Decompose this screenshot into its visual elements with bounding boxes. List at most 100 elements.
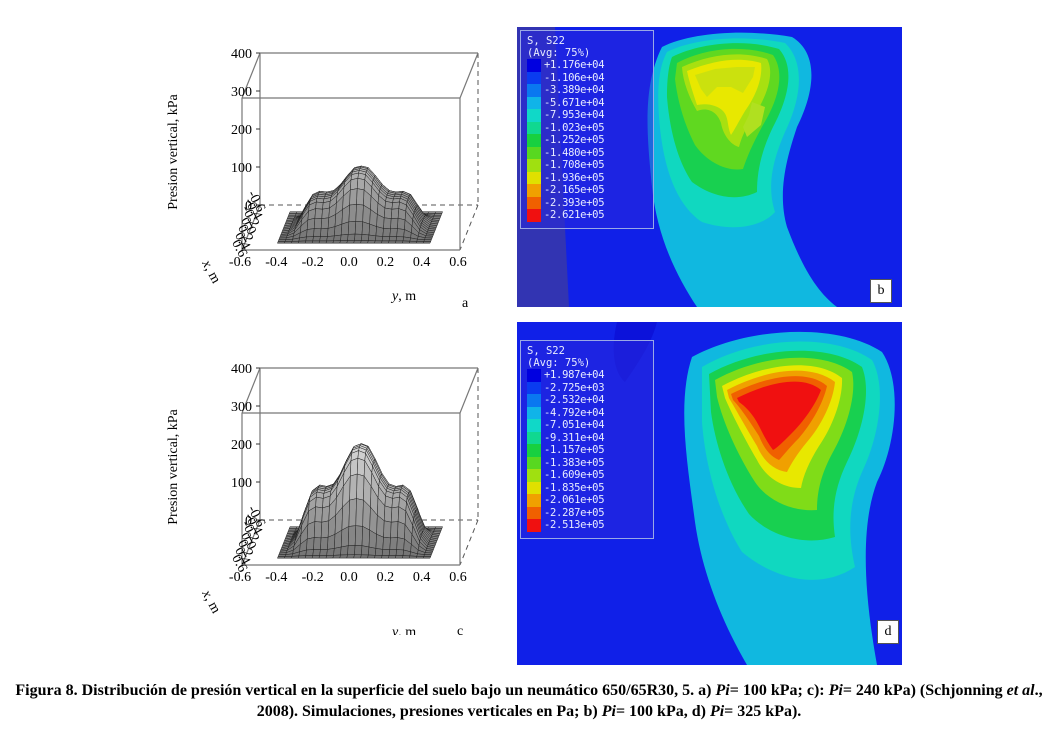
- legend-swatch: [527, 519, 541, 532]
- surface-facet: [348, 204, 357, 223]
- surface-facet: [381, 240, 390, 244]
- z-tick-label: 0: [245, 514, 252, 529]
- legend-row: -1.383e+05: [527, 456, 649, 469]
- ylabel-a: y, m: [390, 289, 416, 304]
- surface-plot-a: 0 100 200 300 400 -0.6 -0.4 -0.2 0.0 0.2 0.4 0.6 -0.…: [160, 30, 510, 320]
- surface-facet: [391, 496, 400, 509]
- surface-facet: [353, 554, 362, 559]
- surface-facet: [350, 457, 359, 477]
- caption-pi4: Pi: [709, 703, 725, 720]
- surface-facet: [311, 240, 321, 244]
- surface-facet: [354, 221, 363, 235]
- surface-facet: [367, 240, 376, 244]
- simulation-panel-d: S, S22 (Avg: 75%) +1.987e+04 -2.725e+03 -2…: [517, 322, 902, 665]
- surface-facet: [284, 238, 294, 242]
- legend-swatch: [527, 444, 541, 457]
- zlabel-a: Presion vertical, kPa: [166, 93, 181, 209]
- legend-swatch: [527, 431, 541, 444]
- simulation-panel-b: S, S22 (Avg: 75%) +1.176e+04 -1.106e+04 -3…: [517, 27, 902, 307]
- surface-facet: [356, 457, 366, 477]
- legend-swatch: [527, 121, 541, 134]
- surface-facet: [368, 546, 377, 556]
- surface-facet: [388, 555, 397, 559]
- y-tick-label: 0.2: [377, 255, 395, 270]
- surface-facet: [374, 555, 383, 559]
- surface-facet: [390, 521, 399, 539]
- surface-facet: [360, 240, 369, 244]
- surface-facet: [305, 549, 314, 556]
- legend-swatch: [527, 146, 541, 159]
- surface-facet: [360, 554, 369, 559]
- panel-letter-c: c: [457, 624, 463, 635]
- surface-facet: [388, 549, 397, 556]
- legend-value: -7.051e+04: [544, 419, 605, 431]
- legend-swatch: [527, 381, 541, 394]
- surface-facet: [312, 549, 321, 556]
- surface-facet: [394, 240, 404, 244]
- legend-row: -2.061e+05: [527, 494, 649, 507]
- surface-facet: [395, 236, 404, 242]
- surface-facet: [383, 217, 392, 230]
- legend-value: +1.176e+04: [544, 59, 605, 71]
- surface-facet: [388, 240, 397, 244]
- surface-facet: [402, 236, 411, 242]
- xlabel-a: x, m: [198, 257, 223, 286]
- legend-row: -1.157e+05: [527, 444, 649, 457]
- legend-row: +1.987e+04: [527, 369, 649, 382]
- surface-facet: [314, 208, 323, 219]
- surface-facet: [288, 211, 298, 214]
- caption-part1: Figura 8. Distribución de presión vertic…: [15, 682, 716, 699]
- surface-facet: [361, 234, 370, 241]
- surface-facet: [401, 555, 411, 559]
- y-tick-label: 0.6: [449, 255, 467, 270]
- legend-row: -1.106e+04: [527, 71, 649, 84]
- x-tick-label: 0.6: [228, 552, 249, 574]
- surface-facet: [390, 217, 399, 230]
- legend-swatch: [527, 469, 541, 482]
- caption-pi2: Pi: [828, 682, 843, 699]
- surface-facet: [297, 240, 307, 244]
- legend-swatch: [527, 481, 541, 494]
- surface-facet: [361, 545, 370, 556]
- surface-facet: [306, 228, 315, 238]
- surface-facet: [321, 207, 330, 219]
- figure-caption: Figura 8. Distribución de presión vertic…: [0, 680, 1058, 722]
- surface-facet: [396, 537, 405, 551]
- surface-facet: [408, 240, 418, 244]
- legend-value: -7.953e+04: [544, 109, 605, 121]
- surface-facet: [390, 506, 400, 523]
- surface-facet: [389, 537, 398, 550]
- surface-facet: [350, 177, 359, 191]
- surface-facet: [423, 554, 432, 557]
- caption-part3: = 240 kPa) (Schjonning: [842, 682, 1007, 699]
- ylabel-c: y, m: [390, 625, 416, 635]
- legend-value: -2.532e+04: [544, 394, 605, 406]
- y-tick-label: -0.2: [302, 570, 324, 585]
- legend-swatch: [527, 109, 541, 122]
- surface-facet: [311, 555, 321, 559]
- surface-facet: [313, 521, 323, 539]
- z-tick-label: 300: [231, 400, 252, 415]
- panel-letter-a: a: [462, 296, 469, 311]
- legend-value: +1.987e+04: [544, 369, 605, 381]
- legend-value: -1.835e+05: [544, 481, 605, 494]
- surface-facet: [304, 240, 314, 244]
- surface-facet: [374, 548, 384, 556]
- caption-part6: = 325 kPa).: [724, 703, 802, 720]
- surface-facet: [277, 239, 287, 242]
- legend-value: -2.061e+05: [544, 494, 605, 506]
- surface-facet: [423, 239, 432, 242]
- legend-swatch: [527, 196, 541, 209]
- surface-facet: [346, 240, 355, 244]
- surface-facet: [304, 555, 314, 559]
- box-edge: [459, 519, 479, 566]
- legend-row: -2.513e+05: [527, 519, 649, 532]
- surface-facet: [374, 235, 384, 242]
- surface-facet: [390, 208, 400, 219]
- surface-facet: [333, 234, 342, 242]
- surface-facet: [306, 217, 316, 230]
- surface-facet: [356, 188, 365, 206]
- surface-facet: [349, 473, 358, 501]
- legend-value: -1.157e+05: [544, 444, 605, 456]
- surface-facet: [375, 226, 384, 237]
